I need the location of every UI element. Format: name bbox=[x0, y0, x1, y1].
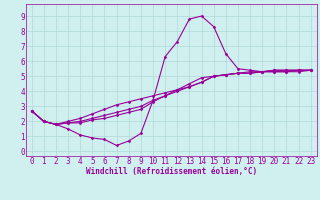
X-axis label: Windchill (Refroidissement éolien,°C): Windchill (Refroidissement éolien,°C) bbox=[86, 167, 257, 176]
